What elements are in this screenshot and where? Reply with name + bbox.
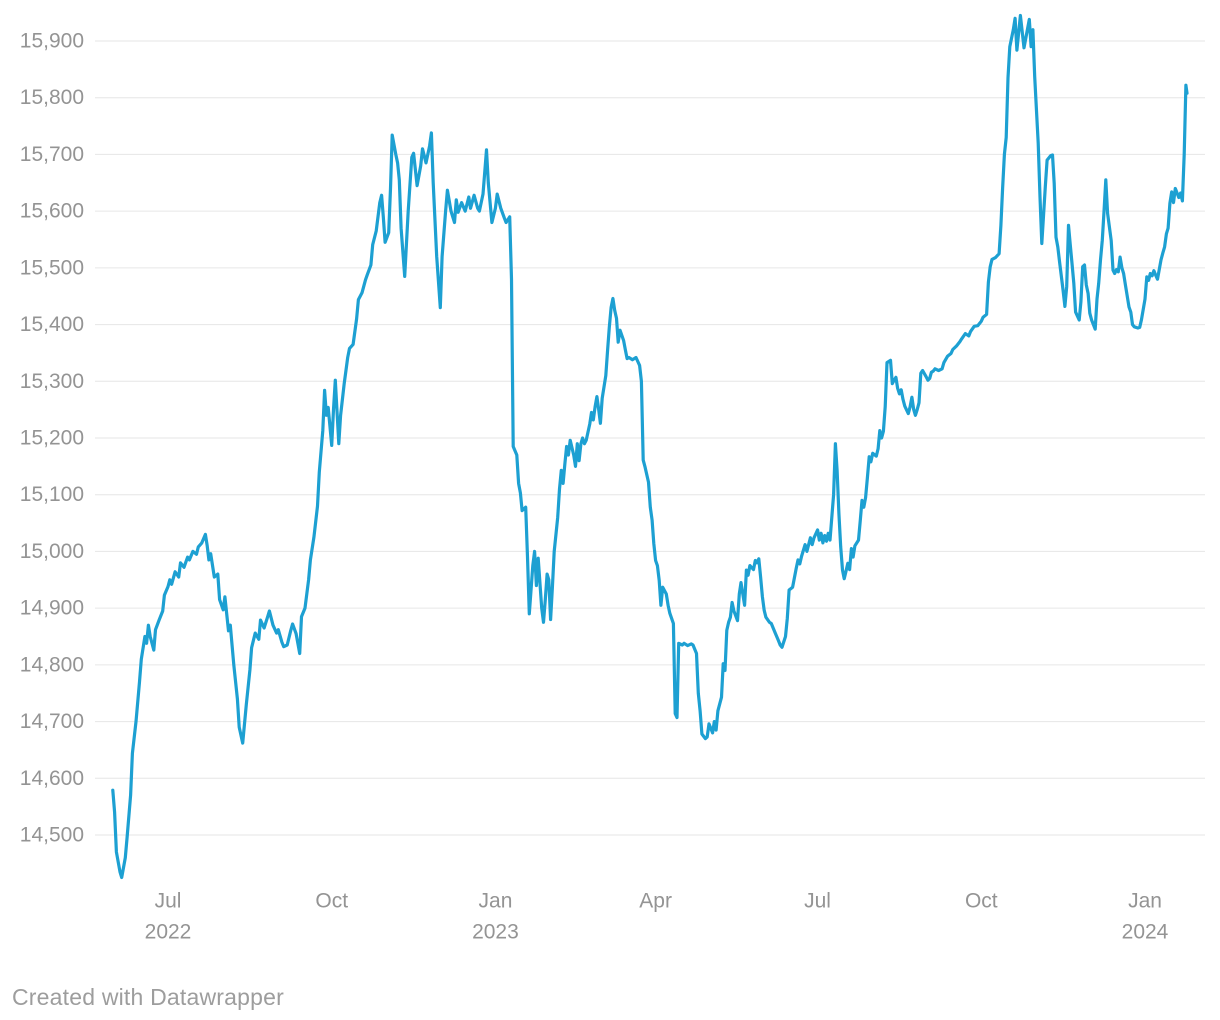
x-tick-year-label: 2023 [472,921,519,944]
gridlines [95,40,1205,836]
x-tick-label: Jul [155,890,182,913]
x-tick-year-label: 2024 [1122,921,1169,944]
y-tick-label: 15,300 [20,370,84,393]
y-tick-label: 14,600 [20,767,84,790]
y-tick-label: 15,200 [20,427,84,450]
y-tick-label: 15,100 [20,483,84,506]
x-tick-label: Oct [315,890,348,913]
x-tick-label: Jan [1128,890,1162,913]
x-axis-labels: Jul 2022 Oct Jan 2023 Apr Jul Oct Jan 2024 [145,890,1169,944]
data-series [111,13,1189,880]
y-tick-label: 14,900 [20,597,84,620]
y-tick-label: 15,800 [20,86,84,109]
y-tick-label: 15,500 [20,256,84,279]
y-tick-label: 15,600 [20,200,84,223]
x-tick-year-label: 2022 [145,921,192,944]
y-tick-label: 15,900 [20,30,84,53]
y-tick-label: 15,400 [20,313,84,336]
y-tick-label: 15,000 [20,540,84,563]
y-tick-label: 14,700 [20,710,84,733]
y-axis-labels: 14,500 14,600 14,700 14,800 14,900 15,000 15,1… [20,30,84,847]
x-tick-label: Oct [965,890,998,913]
x-tick-label: Jan [479,890,513,913]
datawrapper-attribution: Created with Datawrapper [12,984,284,1010]
y-tick-label: 15,700 [20,143,84,166]
y-tick-label: 14,500 [20,824,84,847]
series-line-index-value [111,13,1189,880]
y-tick-label: 14,800 [20,653,84,676]
x-tick-label: Jul [804,890,831,913]
x-tick-label: Apr [639,890,672,913]
